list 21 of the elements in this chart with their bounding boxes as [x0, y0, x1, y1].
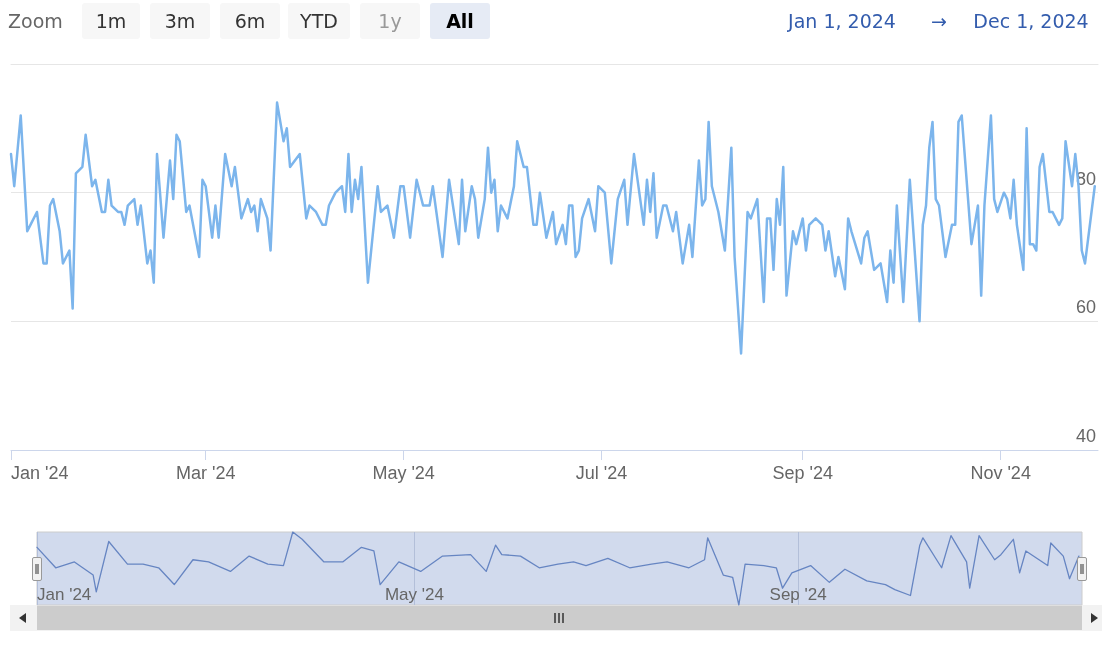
text: YTD: [288, 3, 350, 39]
text: Jan 1, 2024: [786, 9, 897, 34]
text: 1m: [82, 3, 140, 39]
x-tick-label: Jul '24: [575, 463, 628, 483]
text: 1y: [360, 3, 420, 39]
text: Dec 1, 2024: [972, 9, 1090, 34]
x-tick-label: May '24: [384, 585, 444, 604]
y-tick-label: 60: [1075, 297, 1096, 318]
x-tick-label: Mar '24: [175, 463, 236, 483]
text: 6m: [220, 3, 280, 39]
x-tick-label: Sep '24: [772, 463, 833, 483]
x-tick-label: Jan '24: [11, 463, 69, 483]
text: →: [930, 9, 948, 34]
text: 3m: [150, 3, 210, 39]
text: All: [430, 3, 490, 39]
x-tick-label: Sep '24: [769, 585, 827, 604]
x-tick-label: Jan '24: [37, 585, 92, 604]
y-tick-label: 40: [1075, 426, 1096, 446]
text: Zoom: [8, 9, 64, 34]
x-tick-label: Nov '24: [970, 463, 1031, 483]
x-tick-label: May '24: [372, 463, 435, 483]
